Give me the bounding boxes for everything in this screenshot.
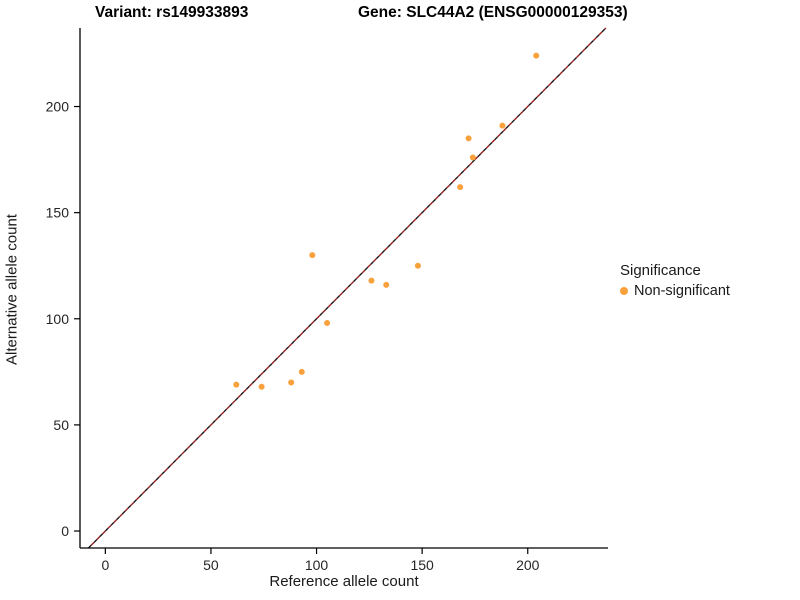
y-axis-title: Alternative allele count bbox=[3, 214, 21, 365]
legend: Significance Non-significant bbox=[620, 262, 730, 299]
svg-text:50: 50 bbox=[53, 417, 69, 433]
variant-title: Variant: rs149933893 bbox=[95, 4, 249, 21]
svg-text:0: 0 bbox=[61, 523, 69, 539]
svg-text:200: 200 bbox=[46, 99, 70, 115]
legend-title: Significance bbox=[620, 262, 701, 279]
svg-text:0: 0 bbox=[101, 557, 109, 573]
legend-point-icon bbox=[620, 287, 628, 295]
svg-text:100: 100 bbox=[46, 311, 70, 327]
svg-text:150: 150 bbox=[46, 205, 70, 221]
svg-text:50: 50 bbox=[203, 557, 219, 573]
legend-item: Non-significant bbox=[620, 283, 730, 299]
x-axis-title: Reference allele count bbox=[269, 573, 419, 590]
svg-text:200: 200 bbox=[516, 557, 540, 573]
svg-text:150: 150 bbox=[410, 557, 434, 573]
svg-text:100: 100 bbox=[305, 557, 329, 573]
legend-item-label: Non-significant bbox=[634, 283, 730, 299]
gene-title: Gene: SLC44A2 (ENSG00000129353) bbox=[358, 4, 628, 21]
